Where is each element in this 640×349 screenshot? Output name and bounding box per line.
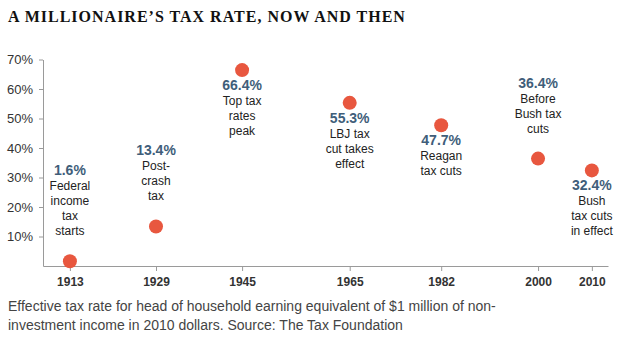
x-axis: 1913 1929 1945 1965 1982 2000 2010 (44, 266, 609, 289)
x-tick: 1982 (428, 266, 455, 289)
y-tick: 20% (7, 200, 43, 215)
point (235, 63, 249, 77)
annotation: cut takes (326, 142, 374, 156)
y-tick: 40% (7, 141, 43, 156)
point-annotation: 13.4%Post-crashtax (136, 142, 176, 203)
point (63, 254, 77, 268)
annotation: effect (335, 157, 365, 171)
point-annotation: 1.6%Federalincometaxstarts (50, 162, 91, 238)
y-axis: 10% 20% 30% 40% 50% 60% 70% (7, 52, 44, 266)
annotation: tax cuts (571, 209, 612, 223)
annotation: peak (229, 124, 256, 138)
point-annotation: 66.4%Top taxratespeak (222, 77, 262, 138)
point-annotation: 47.7%Reagantax cuts (420, 132, 462, 178)
point (343, 96, 357, 110)
x-tick-mark (156, 266, 157, 271)
y-axis-line (43, 60, 44, 267)
annotation: Before (520, 92, 556, 106)
x-tick-mark (242, 266, 243, 271)
point-annotation: 32.4%Bushtax cutsin effect (571, 177, 613, 238)
annotation: starts (55, 224, 84, 238)
y-tick-label: 40% (7, 141, 33, 156)
data-label: 47.7% (421, 132, 461, 148)
y-tick-mark (39, 237, 43, 238)
labels: 1.6%Federalincometaxstarts13.4%Post-cras… (50, 75, 614, 239)
annotation: Post- (142, 159, 170, 173)
x-tick-mark (592, 266, 593, 271)
x-tick: 1965 (337, 266, 364, 289)
x-tick: 1945 (229, 266, 256, 289)
y-tick-mark (39, 89, 43, 90)
annotation: in effect (571, 224, 613, 238)
point (585, 163, 599, 177)
x-tick-label: 1945 (229, 275, 256, 289)
x-tick: 2010 (579, 266, 606, 289)
y-tick-label: 20% (7, 200, 33, 215)
annotation: Top tax (223, 94, 262, 108)
y-tick-mark (39, 178, 43, 179)
annotation: crash (141, 174, 170, 188)
y-tick: 60% (7, 82, 43, 97)
point (531, 152, 545, 166)
point-annotation: 55.3%LBJ taxcut takeseffect (326, 110, 374, 171)
x-tick-mark (538, 266, 539, 271)
annotation: Federal (50, 179, 91, 193)
y-tick: 10% (7, 229, 43, 244)
y-tick-label: 70% (7, 52, 33, 67)
y-tick-mark (39, 207, 43, 208)
annotation: Bush (578, 194, 605, 208)
point (434, 118, 448, 132)
x-tick-label: 1913 (57, 275, 84, 289)
x-tick: 1929 (143, 266, 170, 289)
y-tick-label: 60% (7, 82, 33, 97)
y-tick-label: 10% (7, 229, 33, 244)
annotation: tax (148, 189, 164, 203)
title: A MILLIONAIRE’S TAX RATE, NOW AND THEN (8, 8, 406, 25)
x-tick-mark (350, 266, 351, 271)
annotation: tax (62, 209, 78, 223)
point (149, 219, 163, 233)
x-tick: 1913 (57, 266, 84, 289)
x-tick-label: 1965 (337, 275, 364, 289)
y-tick: 30% (7, 170, 43, 185)
data-label: 55.3% (330, 110, 370, 126)
y-tick-label: 30% (7, 170, 33, 185)
x-tick-label: 2000 (525, 275, 552, 289)
data-label: 1.6% (54, 162, 86, 178)
x-axis-line (44, 266, 609, 267)
y-tick-label: 50% (7, 111, 33, 126)
annotation: tax cuts (421, 164, 462, 178)
x-tick-mark (441, 266, 442, 271)
caption-line: investment income in 2010 dollars. Sourc… (8, 317, 403, 333)
annotation: Reagan (420, 149, 462, 163)
x-tick: 2000 (525, 266, 552, 289)
caption-line: Effective tax rate for head of household… (8, 298, 496, 314)
y-tick: 70% (7, 52, 43, 67)
y-tick: 50% (7, 111, 43, 126)
point-annotation: 36.4%BeforeBush taxcuts (515, 75, 562, 136)
annotation: Bush tax (515, 107, 562, 121)
y-tick-mark (39, 119, 43, 120)
x-tick-label: 1982 (428, 275, 455, 289)
y-tick-mark (39, 148, 43, 149)
points (63, 63, 599, 268)
data-label: 36.4% (518, 75, 558, 91)
data-label: 66.4% (222, 77, 262, 93)
chart: A MILLIONAIRE’S TAX RATE, NOW AND THEN 10… (0, 0, 640, 349)
annotation: LBJ tax (330, 127, 370, 141)
x-tick-label: 1929 (143, 275, 170, 289)
data-label: 32.4% (572, 177, 612, 193)
x-tick-label: 2010 (579, 275, 606, 289)
caption: Effective tax rate for head of household… (8, 298, 496, 333)
annotation: cuts (527, 122, 549, 136)
y-tick-mark (39, 60, 43, 61)
annotation: rates (229, 109, 256, 123)
data-label: 13.4% (136, 142, 176, 158)
annotation: income (51, 194, 90, 208)
